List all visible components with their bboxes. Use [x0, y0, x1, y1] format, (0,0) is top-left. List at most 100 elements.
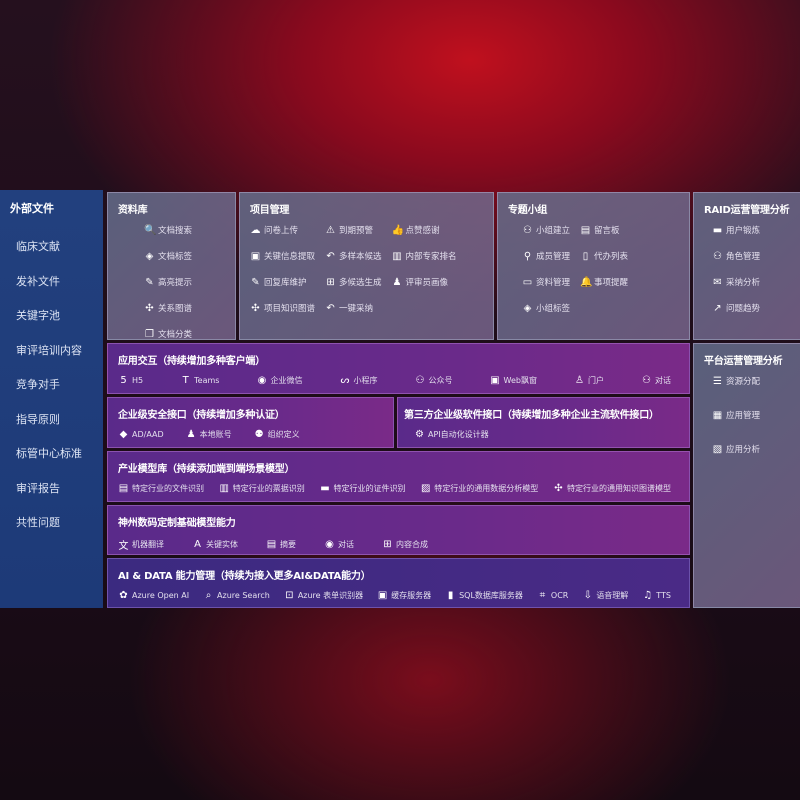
- feature-label: Azure 表单识别器: [297, 591, 364, 600]
- feature-industry-item[interactable]: ▬ 特定行业的证件识别: [320, 483, 405, 494]
- feature-project-item[interactable]: 👍 点赞感谢: [392, 224, 457, 237]
- feature-project-item[interactable]: ↶ 一键采纳: [325, 302, 382, 315]
- feature-digital-item[interactable]: ▤ 摘要: [266, 539, 296, 550]
- feature-aidata-item[interactable]: ♫ TTS: [642, 590, 671, 601]
- panel-raid-analysis: RAID运营管理分析 ▬ 用户锻炼 ⚇ 角色管理 ✉ 采纳分析 ↗ 问题趋势: [693, 192, 800, 340]
- feature-industry-item[interactable]: ▤ 特定行业的文件识别: [118, 483, 204, 494]
- feature-industry-item[interactable]: ▥ 特定行业的票据识别: [219, 483, 305, 494]
- feature-library-item[interactable]: ✣ 关系图谱: [144, 302, 192, 315]
- feature-platform-item[interactable]: ☰ 资源分配: [712, 375, 760, 388]
- feature-library-item[interactable]: ◈ 文档标签: [144, 250, 192, 263]
- feature-project-item[interactable]: ↶ 多样本候选: [325, 250, 381, 263]
- feature-interaction-item[interactable]: ᔕ 小程序: [339, 375, 378, 386]
- feature-group-item[interactable]: ▤ 留言板: [580, 224, 628, 237]
- reply-icon: ↶: [326, 250, 335, 262]
- panel-title: 企业级安全接口（持续增加多种认证）: [118, 410, 285, 421]
- feature-raid-item[interactable]: ▬ 用户锻炼: [712, 224, 760, 237]
- panel-title: 平台运营管理分析: [704, 356, 783, 367]
- feature-library-item[interactable]: ❐ 文档分类: [144, 328, 192, 341]
- puzzle-icon: ⊞: [326, 276, 335, 288]
- feature-interaction-item[interactable]: 5 H5: [118, 375, 143, 386]
- feature-interaction-item[interactable]: T Teams: [180, 375, 220, 386]
- cache-icon: ▣: [377, 590, 388, 601]
- feature-aidata-item[interactable]: ▣ 缓存服务器: [377, 590, 431, 601]
- feature-interaction-item[interactable]: ◉ 企业微信: [256, 375, 303, 386]
- html5-icon: 5: [120, 375, 127, 386]
- feature-industry-item[interactable]: ▨ 特定行业的通用数据分析模型: [420, 483, 538, 494]
- feature-group-item[interactable]: ⚇ 小组建立: [522, 224, 570, 237]
- feature-security-item[interactable]: ♟ 本地账号: [186, 429, 232, 440]
- feature-group-item[interactable]: 🔔 事项提醒: [580, 276, 628, 289]
- feature-library-item[interactable]: ✎ 高亮提示: [144, 276, 192, 289]
- users-icon: ⚇: [523, 224, 532, 236]
- sidebar-item[interactable]: 临床文献: [16, 240, 60, 253]
- sidebar-item[interactable]: 审评培训内容: [16, 343, 82, 357]
- portal-icon: ♙: [574, 375, 584, 386]
- trend-icon: ↗: [713, 302, 722, 314]
- sidebar-item[interactable]: 竞争对手: [16, 378, 60, 391]
- list-icon: ☰: [713, 375, 722, 387]
- feature-project-item[interactable]: ⚠ 到期预警: [325, 224, 382, 237]
- feature-label: 点赞感谢: [405, 226, 440, 236]
- feature-label: 角色管理: [726, 252, 761, 262]
- feature-group-item[interactable]: ⚲ 成员管理: [522, 250, 570, 263]
- feature-aidata-item[interactable]: ⇩ 语音理解: [582, 590, 629, 601]
- feature-library-item[interactable]: 🔍 文档搜索: [144, 224, 192, 237]
- feature-raid-item[interactable]: ↗ 问题趋势: [712, 302, 760, 315]
- org-icon: ⚉: [254, 429, 264, 440]
- feature-label: 关键实体: [206, 540, 238, 549]
- feature-interaction-item[interactable]: ▣ Web飘窗: [490, 375, 537, 386]
- sidebar-item[interactable]: 发补文件: [16, 274, 60, 288]
- feature-platform-item[interactable]: ▦ 应用管理: [712, 409, 761, 422]
- feature-label: 回复库维护: [264, 278, 307, 288]
- feature-interaction-item[interactable]: ♙ 门户: [574, 375, 604, 386]
- feature-group-item[interactable]: ▭ 资料管理: [522, 276, 570, 289]
- sidebar-item[interactable]: 标管中心标准: [16, 447, 82, 460]
- feature-project-item[interactable]: ⊞ 多候选生成: [325, 276, 381, 289]
- panel-title: AI & DATA 能力管理（持续为接入更多AI&DATA能力）: [118, 571, 371, 582]
- feature-aidata-item[interactable]: ▮ SQL数据库服务器: [445, 590, 523, 601]
- feature-interaction-item[interactable]: ⚇ 对话: [641, 375, 671, 386]
- doc-search-icon: 🔍: [144, 224, 157, 236]
- feature-digital-item[interactable]: 文机器翻译: [118, 537, 165, 552]
- feature-group-item[interactable]: ◈ 小组标签: [522, 302, 570, 315]
- sidebar-title: 外部文件: [10, 202, 54, 215]
- feature-label: 应用管理: [726, 411, 761, 421]
- sidebar-item[interactable]: 关键字池: [16, 309, 60, 322]
- sidebar-item[interactable]: 指导原则: [16, 412, 60, 426]
- panel-items: ☁ 问卷上传 ⚠ 到期预警 👍 点赞感谢 ▣ 关键信息提取 ↶ 多样本候选 ▥ 内部专家排名 ✎ 回复库维…: [250, 224, 483, 315]
- feature-label: 应用分析: [726, 445, 761, 455]
- panel-app-interaction: 应用交互（持续增加多种客户端） 5 H5 T Teams ◉ 企业微信 ᔕ 小程序 ⚇ 公众号 ▣ We…: [107, 343, 690, 394]
- feature-aidata-item[interactable]: ⌗ OCR: [537, 590, 569, 601]
- feature-project-item[interactable]: ▥ 内部专家排名: [392, 250, 456, 263]
- feature-project-item[interactable]: ✎ 回复库维护: [250, 276, 315, 289]
- feature-label: 小程序: [353, 376, 378, 385]
- feature-aidata-item[interactable]: ⊡ Azure 表单识别器: [284, 590, 363, 601]
- feature-aidata-item[interactable]: ⌕ Azure Search: [203, 590, 270, 601]
- feature-platform-item[interactable]: ▧ 应用分析: [712, 443, 761, 456]
- tag-icon: ◈: [145, 250, 154, 262]
- feature-interaction-item[interactable]: ⚇ 公众号: [414, 375, 453, 386]
- feature-label: 特定行业的通用数据分析模型: [434, 484, 539, 493]
- feature-digital-item[interactable]: ⊞ 内容合成: [382, 539, 428, 550]
- feature-raid-item[interactable]: ✉ 采纳分析: [712, 276, 760, 289]
- feature-security-item[interactable]: ⚉ 组织定义: [254, 429, 300, 440]
- feature-digital-item[interactable]: A 关键实体: [192, 539, 238, 550]
- feature-raid-item[interactable]: ⚇ 角色管理: [712, 250, 761, 263]
- feature-digital-item[interactable]: ◉ 对话: [324, 539, 354, 550]
- panel-project-management: 项目管理 ☁ 问卷上传 ⚠ 到期预警 👍 点赞感谢 ▣ 关键信息提取 ↶ 多样本候选 ▥ 内部专家排名 ✎…: [239, 192, 494, 340]
- feature-industry-item[interactable]: ✣ 特定行业的通用知识图谱模型: [553, 483, 671, 494]
- feature-project-item[interactable]: ▣ 关键信息提取: [250, 250, 316, 263]
- sidebar-item[interactable]: 共性问题: [16, 516, 60, 529]
- feature-security-item[interactable]: ◆ AD/AAD: [118, 429, 164, 440]
- feature-group-item[interactable]: ▯ 代办列表: [580, 250, 628, 263]
- feature-project-item[interactable]: ☁ 问卷上传: [250, 224, 315, 237]
- feature-thirdparty-item[interactable]: ⚙ API自动化设计器: [414, 429, 489, 440]
- sidebar-item[interactable]: 审评报告: [16, 481, 60, 495]
- feature-project-item[interactable]: ✣ 项目知识图谱: [250, 302, 315, 315]
- users-icon: ⚇: [415, 375, 425, 386]
- feature-project-item[interactable]: ♟ 评审员画像: [392, 276, 457, 289]
- feature-aidata-item[interactable]: ✿ Azure Open AI: [118, 590, 189, 601]
- feature-label: 内容合成: [396, 540, 428, 549]
- feature-label: 关键信息提取: [264, 252, 316, 262]
